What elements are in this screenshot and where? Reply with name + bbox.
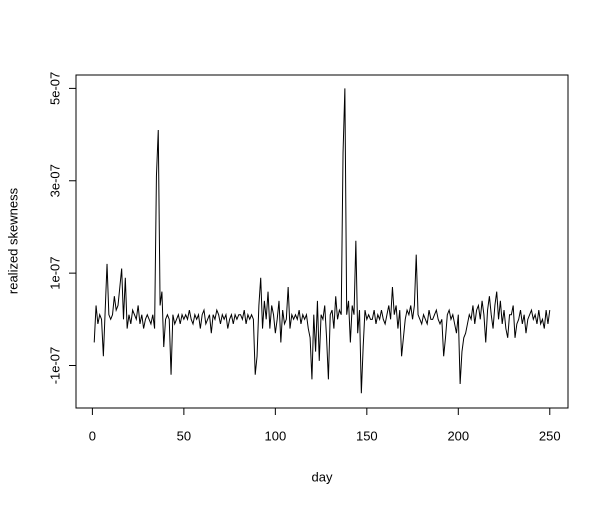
y-tick-label: 3e-07: [47, 164, 62, 197]
y-tick-label: -1e-07: [47, 347, 62, 385]
x-tick-label: 0: [89, 428, 96, 443]
x-tick-label: 50: [177, 428, 191, 443]
y-axis-label: realized skewness: [5, 187, 20, 294]
plot-box: [75, 74, 569, 409]
y-tick-label: 1e-07: [47, 257, 62, 290]
x-axis-label: day: [312, 469, 333, 484]
data-line: [93, 88, 551, 394]
x-tick-label: 100: [264, 428, 286, 443]
x-tick-label: 150: [356, 428, 378, 443]
x-tick-label: 200: [447, 428, 469, 443]
y-tick-label: 5e-07: [47, 72, 62, 105]
x-tick-label: 250: [539, 428, 561, 443]
